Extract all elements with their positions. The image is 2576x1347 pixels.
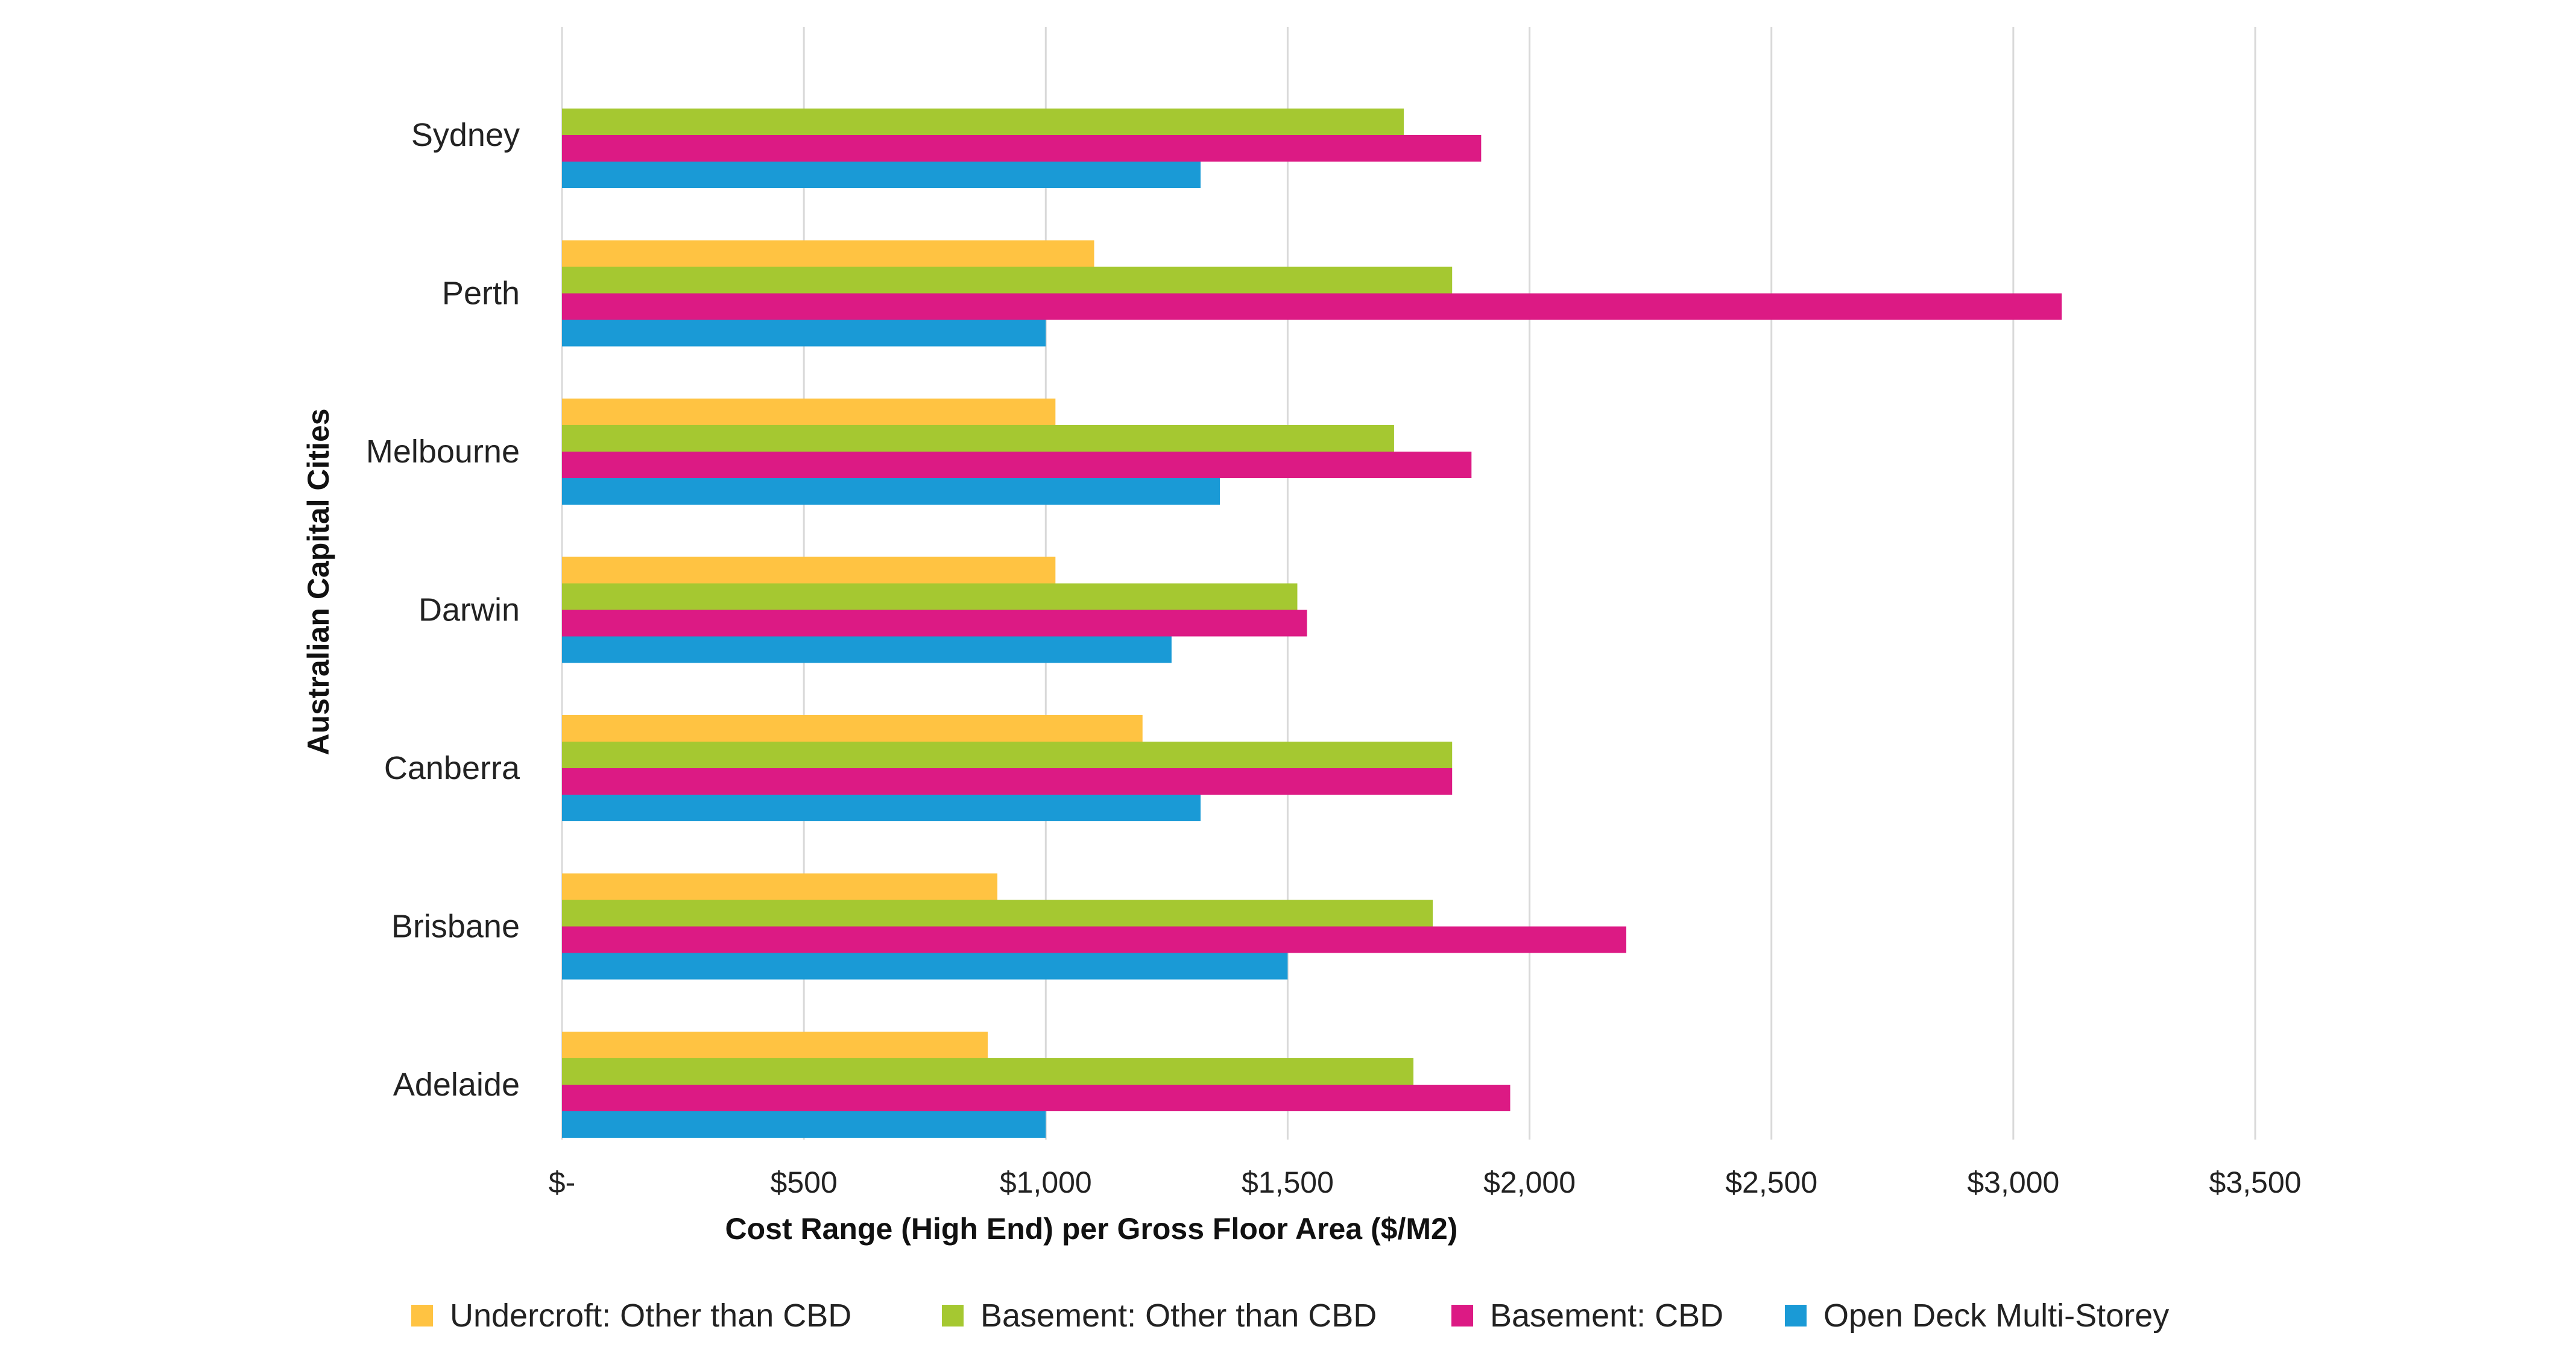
legend-label: Basement: CBD xyxy=(1490,1298,1723,1334)
bar xyxy=(562,162,1201,188)
bar xyxy=(562,1085,1511,1111)
legend-swatch xyxy=(942,1305,964,1326)
bar xyxy=(562,557,1056,584)
legend-swatch xyxy=(1785,1305,1807,1326)
x-tick-label: $2,000 xyxy=(1483,1166,1576,1199)
category-labels: Sydney Perth Melbourne Darwin Canberra Brisba… xyxy=(366,117,520,1103)
category-label: Canberra xyxy=(384,750,520,786)
bar xyxy=(562,953,1288,980)
legend-swatch xyxy=(1451,1305,1473,1326)
legend-label: Undercroft: Other than CBD xyxy=(450,1298,851,1334)
bars xyxy=(562,109,2062,1138)
x-axis-title: Cost Range (High End) per Gross Floor Ar… xyxy=(725,1212,1458,1246)
x-tick-label: $3,500 xyxy=(2209,1166,2302,1199)
bar xyxy=(562,795,1201,821)
bar xyxy=(562,715,1143,742)
bar xyxy=(562,1111,1046,1138)
legend: Undercroft: Other than CBD Basement: Othe… xyxy=(411,1298,2169,1334)
category-label: Sydney xyxy=(411,117,520,153)
bar xyxy=(562,293,2062,320)
category-label: Adelaide xyxy=(393,1067,520,1103)
category-label: Brisbane xyxy=(391,909,520,945)
x-tick-label: $1,000 xyxy=(1000,1166,1092,1199)
bar xyxy=(562,1032,988,1058)
bar xyxy=(562,135,1482,162)
category-label: Melbourne xyxy=(366,434,520,470)
bar xyxy=(562,636,1172,663)
category-label: Darwin xyxy=(418,592,520,628)
bar xyxy=(562,267,1453,294)
bar xyxy=(562,240,1094,267)
bar xyxy=(562,109,1404,135)
x-tick-labels: $- $500 $1,000 $1,500 $2,000 $2,500 $3,000 $3,5… xyxy=(549,1166,2302,1199)
bar xyxy=(562,1058,1414,1085)
bar xyxy=(562,926,1627,953)
bar xyxy=(562,320,1046,347)
bar xyxy=(562,610,1307,637)
x-tick-label: $- xyxy=(549,1166,575,1199)
bar xyxy=(562,873,998,900)
bar xyxy=(562,425,1394,452)
x-tick-label: $1,500 xyxy=(1242,1166,1334,1199)
legend-label: Open Deck Multi-Storey xyxy=(1823,1298,2169,1334)
x-tick-label: $3,000 xyxy=(1967,1166,2059,1199)
x-tick-label: $500 xyxy=(771,1166,838,1199)
legend-label: Basement: Other than CBD xyxy=(980,1298,1377,1334)
legend-swatch xyxy=(411,1305,433,1326)
y-axis-title: Australian Capital Cities xyxy=(301,408,335,755)
bar xyxy=(562,478,1220,505)
bar xyxy=(562,399,1056,425)
x-tick-label: $2,500 xyxy=(1725,1166,1817,1199)
bar xyxy=(562,768,1453,795)
bar xyxy=(562,583,1298,610)
category-label: Perth xyxy=(442,276,520,312)
bar xyxy=(562,742,1453,768)
bar xyxy=(562,900,1433,927)
bar xyxy=(562,452,1472,478)
